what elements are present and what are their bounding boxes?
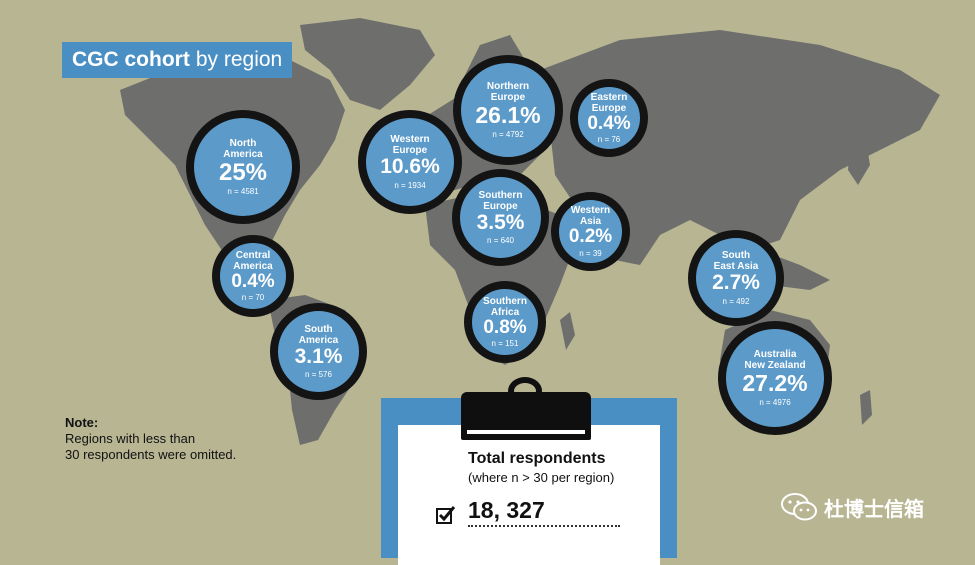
region-label: Eastern Europe [590, 91, 628, 114]
region-australia-new-zealand: Australia New Zealand 27.2% n = 4976 [718, 321, 832, 435]
region-south-east-asia: South East Asia 2.7% n = 492 [688, 230, 784, 326]
region-percent: 3.5% [476, 210, 525, 234]
region-southern-africa: Southern Africa 0.8% n = 151 [464, 281, 546, 363]
region-label: Australia New Zealand [744, 349, 806, 372]
region-percent: 2.7% [712, 271, 760, 295]
region-percent: 26.1% [475, 102, 541, 129]
checkbox-check-icon [436, 506, 456, 524]
region-percent: 0.8% [483, 316, 527, 338]
region-count: n = 151 [491, 339, 519, 349]
region-percent: 25% [218, 158, 268, 186]
region-count: n = 39 [579, 248, 602, 258]
region-south-america: South America 3.1% n = 576 [270, 303, 367, 400]
total-title: Total respondents [468, 450, 606, 467]
region-label: South America [298, 323, 339, 346]
region-label: Southern Africa [483, 295, 527, 318]
region-percent: 0.4% [231, 270, 275, 292]
region-count: n = 70 [241, 293, 265, 303]
region-label: South East Asia [713, 250, 759, 273]
clipboard-paper [398, 425, 660, 565]
region-percent: 0.2% [568, 226, 613, 248]
region-count: n = 492 [722, 296, 750, 306]
clipboard-ring [508, 377, 542, 405]
region-central-america: Central America 0.4% n = 70 [212, 235, 294, 317]
note-line: Regions with less than [65, 431, 196, 446]
region-label: Western Asia [570, 205, 611, 228]
region-percent: 3.1% [294, 344, 343, 368]
region-percent: 10.6% [380, 155, 440, 179]
clipboard-clamp [461, 392, 591, 440]
region-count: n = 576 [305, 370, 332, 380]
wechat-icon [781, 493, 817, 521]
region-percent: 0.4% [587, 112, 631, 134]
region-count: n = 4976 [759, 397, 791, 407]
region-count: n = 4581 [227, 187, 259, 197]
region-eastern-europe: Eastern Europe 0.4% n = 76 [570, 79, 648, 157]
region-count: n = 4792 [492, 129, 524, 139]
region-western-europe: Western Europe 10.6% n = 1934 [358, 110, 462, 214]
region-western-asia: Western Asia 0.2% n = 39 [551, 192, 630, 271]
region-southern-europe: Southern Europe 3.5% n = 640 [452, 169, 549, 266]
region-label: Central America [233, 249, 273, 272]
region-count: n = 76 [597, 135, 621, 145]
total-subtitle: (where n > 30 per region) [468, 470, 615, 485]
region-count: n = 640 [487, 236, 514, 246]
title-bold: CGC cohort [72, 48, 190, 71]
note-line: 30 respondents were omitted. [65, 447, 237, 462]
region-label: Southern Europe [478, 189, 523, 212]
region-label: Northern Europe [486, 81, 530, 104]
region-northern-europe: Northern Europe 26.1% n = 4792 [453, 55, 563, 165]
region-label: North America [223, 137, 263, 160]
title-rest: by region [195, 48, 283, 71]
region-label: Western Europe [390, 134, 430, 157]
note-heading: Note: [65, 415, 99, 430]
watermark-text: 杜博士信箱 [824, 498, 924, 521]
watermark: 杜博士信箱 [780, 492, 924, 522]
region-north-america: North America 25% n = 4581 [186, 110, 300, 224]
note: Note: Regions with less than 30 responde… [65, 415, 236, 463]
total-value: 18, 327 [468, 497, 620, 527]
region-count: n = 1934 [394, 180, 426, 190]
title-box: CGC cohort by region [62, 42, 293, 78]
region-percent: 27.2% [742, 370, 808, 397]
